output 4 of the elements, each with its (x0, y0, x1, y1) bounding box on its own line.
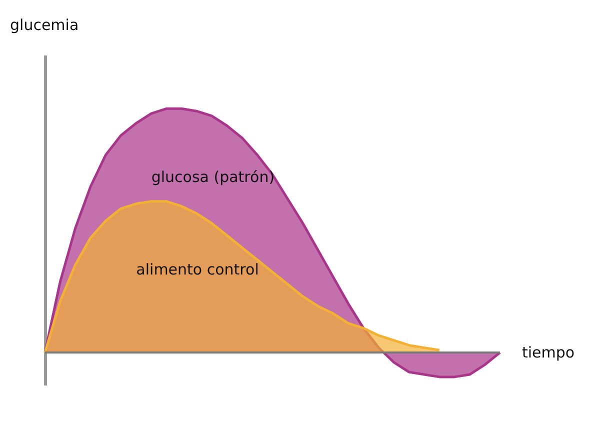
y-axis-title: glucemia (10, 16, 79, 34)
x-axis-title: tiempo (522, 344, 575, 362)
series-label: alimento control (136, 260, 259, 278)
series-label: glucosa (patrón) (151, 168, 275, 186)
